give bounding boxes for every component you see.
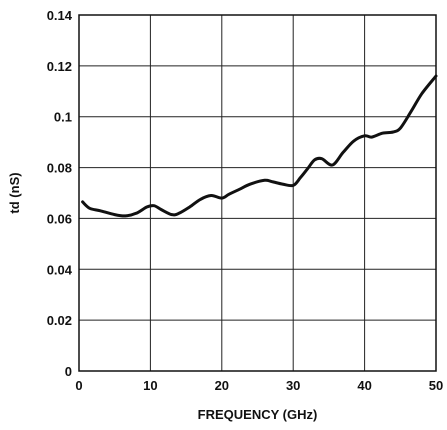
x-tick-label: 10 xyxy=(143,378,157,393)
x-tick-label: 20 xyxy=(215,378,229,393)
x-tick-label: 30 xyxy=(286,378,300,393)
x-tick-label: 0 xyxy=(75,378,82,393)
y-axis-title: td (nS) xyxy=(7,172,22,213)
series-line xyxy=(81,74,438,218)
x-axis-title: FREQUENCY (GHz) xyxy=(198,407,318,422)
x-axis-ticks: 0 10 20 30 40 50 xyxy=(75,378,443,393)
y-tick-label: 0.06 xyxy=(47,211,72,226)
y-tick-label: 0.14 xyxy=(47,8,73,23)
y-tick-label: 0.02 xyxy=(47,313,72,328)
y-axis-ticks: 0 0.02 0.04 0.06 0.08 0.1 0.12 0.14 xyxy=(47,8,73,379)
y-tick-label: 0.12 xyxy=(47,59,72,74)
y-tick-label: 0 xyxy=(65,364,72,379)
x-tick-label: 40 xyxy=(357,378,371,393)
y-tick-label: 0.04 xyxy=(47,262,73,277)
y-tick-label: 0.08 xyxy=(47,161,72,176)
x-tick-label: 50 xyxy=(429,378,443,393)
y-tick-label: 0.1 xyxy=(54,110,72,125)
grid xyxy=(78,14,437,372)
plot-frame xyxy=(78,14,437,372)
